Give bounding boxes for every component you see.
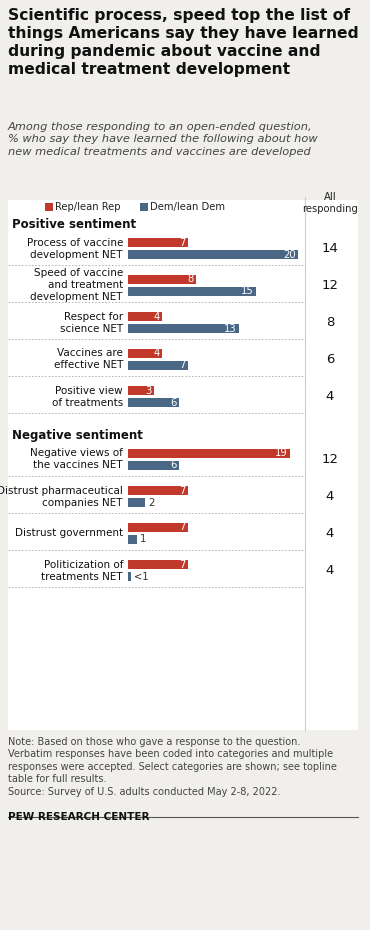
- Bar: [128, 461, 179, 470]
- Text: 4: 4: [326, 564, 334, 577]
- Text: 19: 19: [275, 448, 287, 458]
- Text: 12: 12: [322, 453, 339, 466]
- Text: PEW RESEARCH CENTER: PEW RESEARCH CENTER: [8, 812, 149, 822]
- Text: 7: 7: [179, 237, 185, 247]
- Text: 4: 4: [326, 490, 334, 503]
- Text: 7: 7: [179, 523, 185, 533]
- Bar: [128, 275, 196, 284]
- Bar: [45, 203, 53, 211]
- Bar: [128, 250, 298, 259]
- Bar: [8, 200, 358, 730]
- Text: Process of vaccine
development NET: Process of vaccine development NET: [27, 237, 123, 259]
- Bar: [128, 535, 137, 544]
- Text: All
responding: All responding: [302, 193, 358, 214]
- Bar: [128, 349, 162, 358]
- Text: 7: 7: [179, 361, 185, 370]
- Text: Scientific process, speed top the list of
things Americans say they have learned: Scientific process, speed top the list o…: [8, 8, 359, 77]
- Bar: [128, 287, 256, 296]
- Bar: [128, 449, 289, 458]
- Text: 13: 13: [224, 324, 236, 334]
- Text: 7: 7: [179, 485, 185, 496]
- Text: Note: Based on those who gave a response to the question.
Verbatim responses hav: Note: Based on those who gave a response…: [8, 737, 337, 797]
- Text: Positive sentiment: Positive sentiment: [12, 218, 136, 231]
- Text: 8: 8: [326, 316, 334, 329]
- Bar: [128, 486, 188, 495]
- Text: 4: 4: [326, 390, 334, 403]
- Text: Respect for
science NET: Respect for science NET: [60, 312, 123, 334]
- Text: 12: 12: [322, 279, 339, 292]
- Text: Speed of vaccine
and treatment
development NET: Speed of vaccine and treatment developme…: [30, 269, 123, 302]
- Text: Positive view
of treatments: Positive view of treatments: [52, 386, 123, 407]
- Bar: [128, 312, 162, 321]
- Text: 14: 14: [322, 242, 339, 255]
- Text: 8: 8: [188, 274, 194, 285]
- Bar: [128, 238, 188, 247]
- Text: Vaccines are
effective NET: Vaccines are effective NET: [54, 349, 123, 370]
- Text: 1: 1: [139, 535, 146, 544]
- Bar: [128, 572, 131, 581]
- Bar: [128, 398, 179, 407]
- Text: 6: 6: [171, 397, 177, 407]
- Text: 4: 4: [154, 312, 160, 322]
- Text: 6: 6: [326, 353, 334, 366]
- Text: Distrust pharmaceutical
companies NET: Distrust pharmaceutical companies NET: [0, 485, 123, 508]
- Text: 4: 4: [326, 527, 334, 540]
- Text: Dem/lean Dem: Dem/lean Dem: [150, 202, 225, 212]
- Text: 2: 2: [148, 498, 154, 508]
- Text: 15: 15: [241, 286, 253, 297]
- Bar: [128, 386, 154, 395]
- Bar: [128, 498, 145, 507]
- Bar: [128, 361, 188, 370]
- Text: 6: 6: [171, 460, 177, 471]
- Bar: [140, 203, 148, 211]
- Text: 3: 3: [145, 386, 151, 395]
- Text: Negative sentiment: Negative sentiment: [12, 429, 143, 442]
- Text: Among those responding to an open-ended question,
% who say they have learned th: Among those responding to an open-ended …: [8, 122, 317, 157]
- Bar: [128, 324, 239, 333]
- Text: Negative views of
the vaccines NET: Negative views of the vaccines NET: [30, 448, 123, 471]
- Text: 7: 7: [179, 560, 185, 569]
- Text: 4: 4: [154, 349, 160, 358]
- Bar: [128, 523, 188, 532]
- Bar: [128, 560, 188, 569]
- Text: 20: 20: [283, 249, 296, 259]
- Text: <1: <1: [134, 572, 149, 581]
- Text: Rep/lean Rep: Rep/lean Rep: [55, 202, 121, 212]
- Text: Distrust government: Distrust government: [15, 528, 123, 538]
- Text: Politicization of
treatments NET: Politicization of treatments NET: [41, 560, 123, 581]
